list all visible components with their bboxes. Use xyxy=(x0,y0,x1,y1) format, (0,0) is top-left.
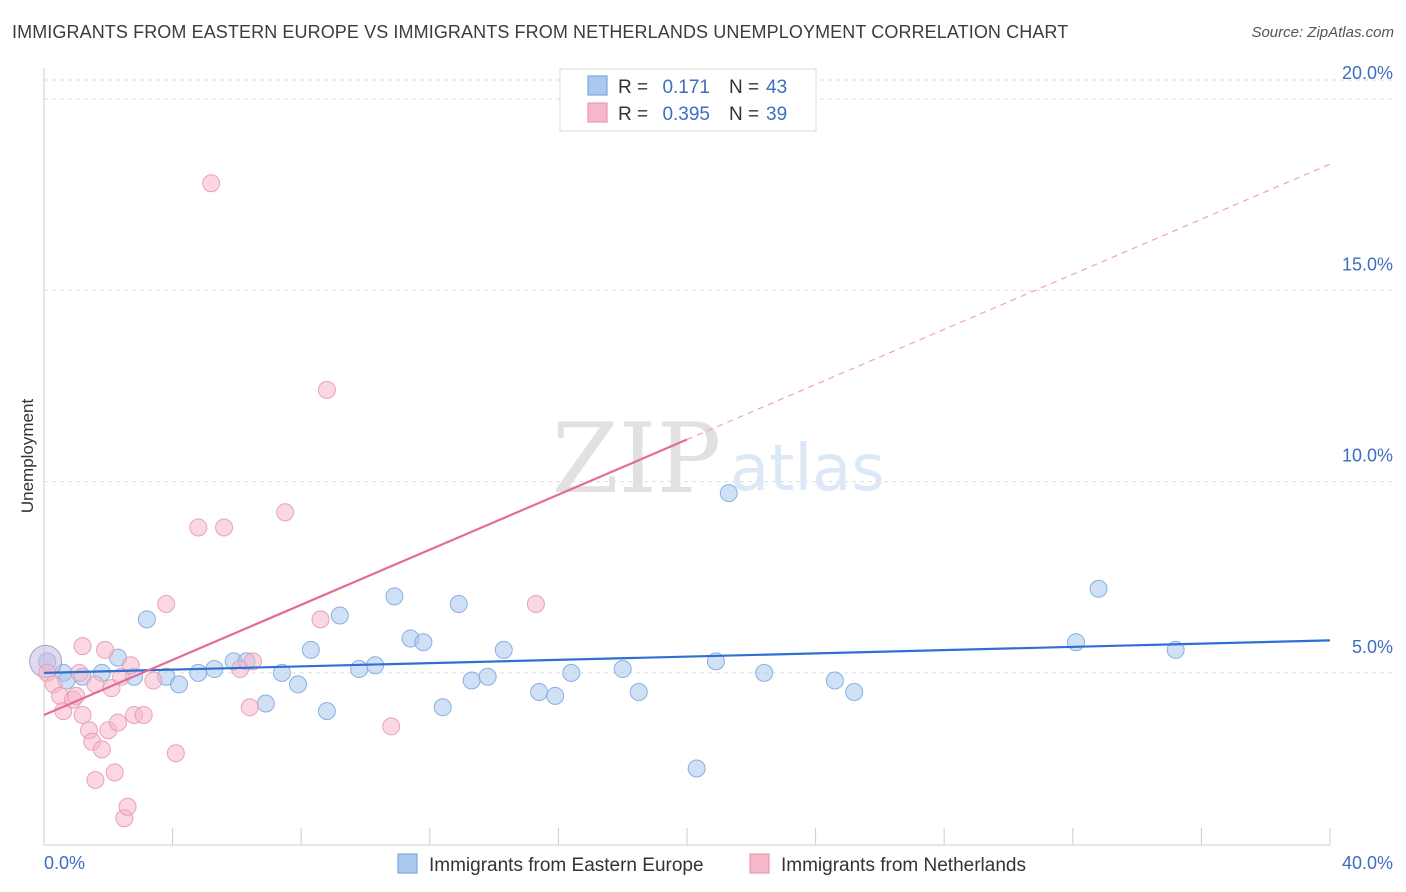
legend-n-label: N = xyxy=(729,77,759,98)
data-point xyxy=(1089,579,1108,598)
y-tick-label: 5.0% xyxy=(1352,637,1393,657)
watermark-atlas: atlas xyxy=(730,432,885,506)
legend-n-value: 43 xyxy=(766,77,787,98)
data-point xyxy=(382,717,401,736)
data-point xyxy=(157,595,176,614)
data-point xyxy=(96,640,115,659)
legend-r-label: R = xyxy=(618,104,648,125)
data-point xyxy=(706,652,725,671)
data-point xyxy=(92,740,111,759)
watermark-zip: ZIP xyxy=(552,403,721,515)
data-point xyxy=(311,610,330,629)
data-point xyxy=(530,683,549,701)
legend-swatch-eastern-europe xyxy=(587,75,608,96)
legend-n-label: N = xyxy=(729,104,759,125)
data-point xyxy=(118,797,137,816)
x-tick-labels: 0.0% 40.0% xyxy=(44,853,1393,873)
data-point xyxy=(825,671,844,690)
data-point xyxy=(719,484,738,503)
data-point xyxy=(202,174,221,193)
data-point xyxy=(86,770,105,789)
data-point xyxy=(108,713,127,732)
x-axis-ticks xyxy=(43,828,1331,845)
y-tick-labels: 5.0% 10.0% 15.0% 20.0% xyxy=(1342,63,1393,657)
data-point xyxy=(385,587,404,606)
data-point xyxy=(494,640,513,659)
data-point xyxy=(449,595,468,614)
trend-line-netherlands xyxy=(43,438,688,716)
data-point xyxy=(687,759,706,778)
data-point xyxy=(73,705,92,724)
legend-n-value: 39 xyxy=(766,104,787,125)
data-point xyxy=(166,744,185,763)
data-point xyxy=(755,663,774,682)
data-point xyxy=(215,518,234,537)
data-point xyxy=(137,610,156,629)
data-point xyxy=(845,683,864,701)
watermark: ZIP atlas xyxy=(552,403,885,515)
data-point xyxy=(1067,633,1086,652)
chart-title: IMMIGRANTS FROM EASTERN EUROPE VS IMMIGR… xyxy=(12,22,1069,42)
gridlines xyxy=(44,79,1395,674)
x-tick-label: 0.0% xyxy=(44,853,85,873)
data-point xyxy=(189,663,208,682)
source-credit: Source: ZipAtlas.com xyxy=(1251,24,1394,41)
data-point xyxy=(105,763,124,782)
data-point xyxy=(546,686,565,705)
data-point xyxy=(478,667,497,686)
data-point xyxy=(134,705,153,724)
data-point xyxy=(170,675,189,694)
legend-r-value: 0.395 xyxy=(662,104,710,125)
data-point xyxy=(317,702,336,721)
data-point xyxy=(243,652,262,671)
data-point xyxy=(144,671,163,690)
legend-r-value: 0.171 xyxy=(662,77,710,98)
data-point xyxy=(276,503,295,522)
trend-lines xyxy=(43,163,1331,716)
x-tick-label: 40.0% xyxy=(1342,853,1393,873)
data-point xyxy=(317,380,336,399)
trend-line-netherlands-extension xyxy=(686,163,1331,441)
data-point xyxy=(189,518,208,537)
data-point xyxy=(73,637,92,656)
data-point xyxy=(330,606,349,625)
data-point xyxy=(433,698,452,717)
data-point xyxy=(301,640,320,659)
data-point xyxy=(414,633,433,652)
trend-line-eastern-europe xyxy=(43,639,1331,674)
series-netherlands-points xyxy=(38,174,545,828)
data-point xyxy=(288,675,307,694)
bottom-legend-swatch-eastern-europe xyxy=(397,853,418,874)
data-point xyxy=(240,698,259,717)
data-point xyxy=(526,595,545,614)
data-point xyxy=(256,694,275,713)
bottom-legend-label-netherlands: Immigrants from Netherlands xyxy=(781,855,1026,876)
bottom-legend-swatch-netherlands xyxy=(749,853,770,874)
data-point xyxy=(350,660,369,679)
y-tick-label: 10.0% xyxy=(1342,446,1393,466)
data-point xyxy=(629,683,648,701)
bottom-legend: Immigrants from Eastern Europe Immigrant… xyxy=(397,853,1026,876)
y-tick-label: 20.0% xyxy=(1342,63,1393,83)
bottom-legend-label-eastern-europe: Immigrants from Eastern Europe xyxy=(429,855,704,876)
y-axis-title: Unemployment xyxy=(18,399,37,514)
legend-r-label: R = xyxy=(618,77,648,98)
y-tick-label: 15.0% xyxy=(1342,254,1393,274)
top-legend: R = 0.171 N = 43 R = 0.395 N = 39 xyxy=(559,68,817,132)
data-point xyxy=(613,660,632,679)
legend-swatch-netherlands xyxy=(587,102,608,123)
data-point xyxy=(272,663,291,682)
data-point xyxy=(1166,640,1185,659)
data-point xyxy=(462,671,481,690)
data-point xyxy=(562,663,581,682)
